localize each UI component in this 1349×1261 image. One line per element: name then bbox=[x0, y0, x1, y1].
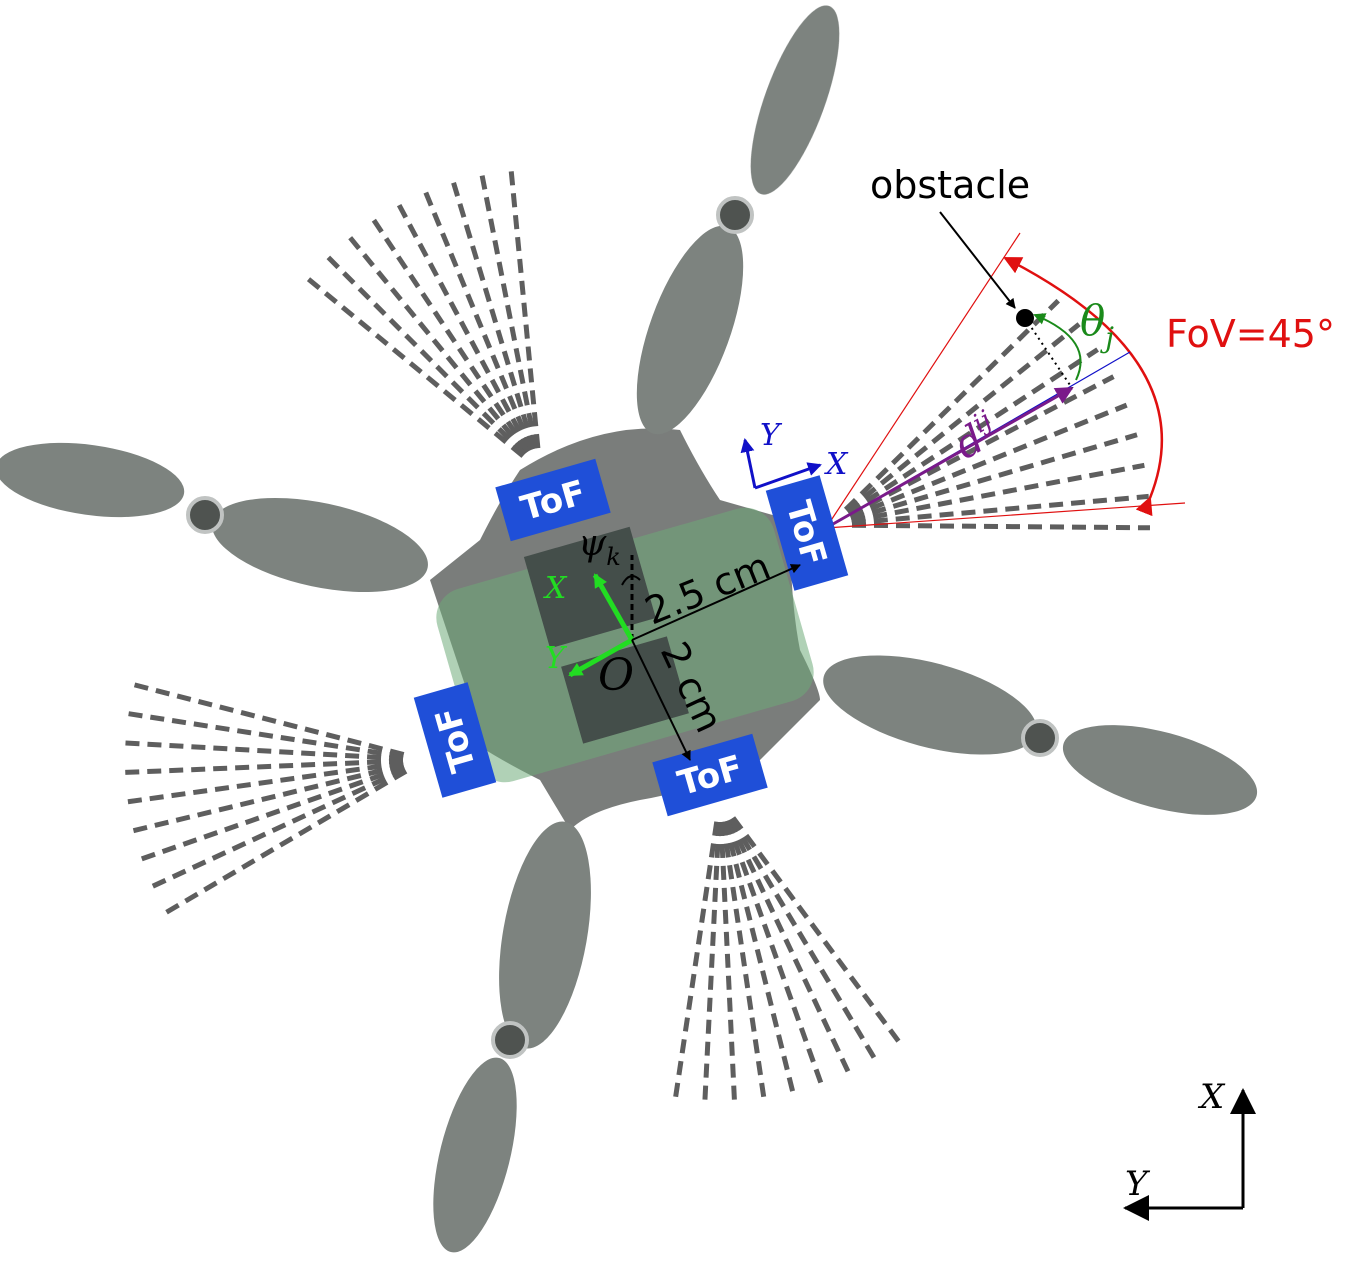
theta-arc bbox=[1033, 313, 1082, 381]
tof-sensor-right: ToF bbox=[765, 475, 849, 591]
fov-label: FoV=45° bbox=[1166, 312, 1335, 356]
tof-sensor-top: ToF bbox=[495, 458, 611, 542]
motor-hub-icon bbox=[716, 196, 754, 234]
dist-y-arrow bbox=[631, 639, 691, 761]
beam-ray bbox=[133, 682, 405, 757]
beam-ray bbox=[132, 762, 405, 834]
beam-ray bbox=[396, 203, 532, 452]
propeller-top bbox=[636, 5, 840, 435]
beam-ray bbox=[843, 298, 1060, 512]
beam-ray bbox=[725, 819, 824, 1084]
beam-ray bbox=[140, 764, 406, 862]
beam-ray bbox=[508, 171, 541, 449]
fov-wedge bbox=[825, 211, 1186, 530]
beam-ray bbox=[451, 182, 537, 450]
theta-label: θj bbox=[1080, 296, 1114, 354]
beam-fan-top bbox=[306, 171, 541, 458]
propeller-left bbox=[0, 442, 428, 593]
tof-sensor-left: ToF bbox=[413, 682, 497, 798]
propeller-right bbox=[823, 655, 1258, 815]
body-x-label: X bbox=[543, 571, 568, 606]
sensor-y-axis bbox=[740, 438, 757, 489]
beam-ray bbox=[720, 821, 767, 1098]
chip bbox=[523, 526, 656, 649]
world-frame: X Y bbox=[1123, 1077, 1256, 1221]
drone bbox=[0, 5, 1258, 1253]
beam-ray bbox=[851, 522, 1151, 531]
obstacle-pointer bbox=[939, 211, 1016, 309]
body-y-axis bbox=[568, 637, 634, 678]
beam-ray bbox=[722, 820, 796, 1092]
beam-ray bbox=[718, 821, 737, 1100]
beam-ray bbox=[731, 816, 901, 1043]
fov-arc bbox=[1003, 256, 1164, 517]
sensor-frame: Y X bbox=[740, 418, 849, 490]
motor-hub-icon bbox=[1021, 719, 1059, 757]
beam-ray bbox=[128, 711, 404, 760]
beam-ray bbox=[306, 277, 525, 458]
fov-boundary-left bbox=[825, 232, 1021, 529]
world-y-label: Y bbox=[1125, 1164, 1151, 1204]
sensor-x-label: X bbox=[824, 447, 849, 482]
beam-ray bbox=[423, 191, 534, 451]
beam-ray bbox=[673, 821, 720, 1098]
beam-ray bbox=[151, 766, 407, 889]
obstacle-dot-icon bbox=[1016, 309, 1034, 327]
motor-hub-icon bbox=[491, 1021, 529, 1059]
beam-ray bbox=[729, 817, 877, 1059]
obstacle-label: obstacle bbox=[870, 163, 1030, 207]
sensor-x-axis bbox=[754, 462, 822, 490]
sensor-y-label: Y bbox=[760, 418, 783, 453]
beam-fan-bottom bbox=[673, 816, 901, 1100]
beam-ray bbox=[479, 175, 539, 449]
projection-line bbox=[1024, 317, 1073, 389]
propeller-bottom bbox=[433, 821, 591, 1253]
beam-ray bbox=[165, 769, 408, 915]
beam-ray bbox=[371, 218, 530, 454]
psi-label: ψk bbox=[578, 523, 621, 571]
dist-x-arrow bbox=[631, 564, 801, 641]
origin-label: O bbox=[598, 650, 634, 701]
distance-vector bbox=[825, 386, 1074, 530]
body-y-label: Y bbox=[545, 641, 568, 676]
beam-ray bbox=[727, 818, 851, 1073]
beam-ray bbox=[125, 740, 404, 762]
beam-ray bbox=[326, 255, 527, 457]
beam-ray bbox=[348, 236, 529, 455]
beam-ray bbox=[127, 760, 404, 805]
beam-ray bbox=[125, 758, 404, 775]
beam-ray bbox=[702, 821, 722, 1100]
psi-arc bbox=[621, 575, 641, 586]
beam-fan-left bbox=[125, 682, 408, 915]
motor-hub-icon bbox=[186, 496, 224, 534]
beam-ray bbox=[845, 322, 1081, 514]
body-x-axis bbox=[592, 573, 635, 642]
world-x-label: X bbox=[1197, 1077, 1226, 1117]
